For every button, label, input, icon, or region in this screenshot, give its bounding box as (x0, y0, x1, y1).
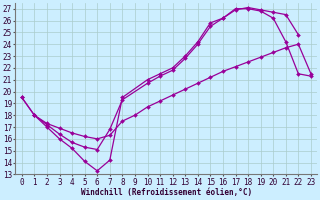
X-axis label: Windchill (Refroidissement éolien,°C): Windchill (Refroidissement éolien,°C) (81, 188, 252, 197)
